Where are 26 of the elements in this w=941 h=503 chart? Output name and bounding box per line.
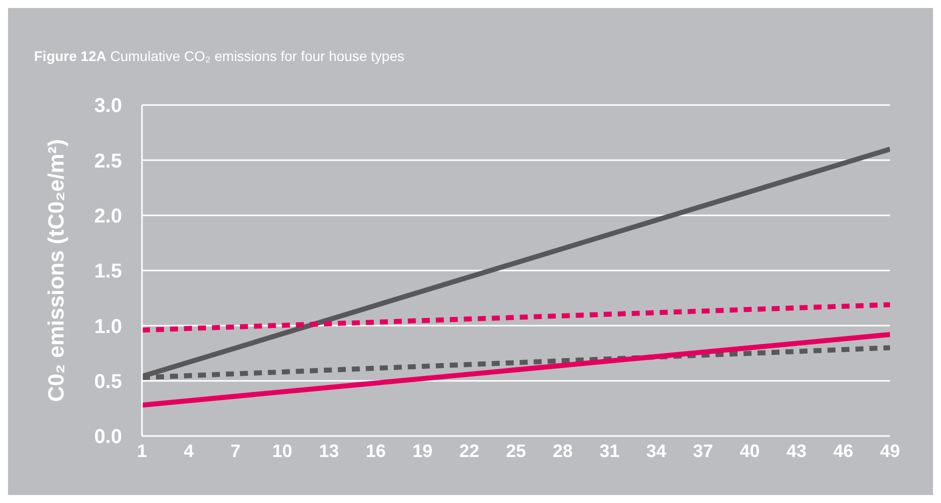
y-tick-label: 3.0	[94, 95, 122, 118]
x-tick-label: 31	[599, 440, 620, 461]
y-tick-label: 2.5	[94, 150, 122, 172]
x-tick-label: 7	[230, 440, 241, 461]
x-tick-label: 43	[786, 440, 807, 461]
x-tick-label: 4	[184, 440, 194, 461]
y-axis-title: C0₂ emissions (tC0₂e/m²)	[44, 139, 68, 402]
x-tick-label: 25	[506, 440, 526, 461]
x-tick-label: 13	[318, 440, 340, 461]
x-tick-label: 1	[136, 440, 148, 461]
y-tick-label: 2.0	[94, 205, 122, 228]
y-tick-label: 1.0	[94, 316, 122, 338]
x-tick-label: 22	[459, 440, 480, 461]
x-tick-label: 37	[692, 440, 714, 461]
x-tick-label: 16	[366, 440, 386, 461]
x-tick-label: 10	[272, 440, 292, 461]
chart-title: Figure 12A Cumulative CO₂ emissions for four house types	[34, 48, 404, 64]
y-tick-label: 1.5	[94, 260, 122, 283]
x-tick-label: 28	[552, 440, 573, 461]
x-tick-label: 34	[646, 440, 666, 461]
y-tick-label: 0.0	[94, 426, 122, 448]
x-tick-label: 46	[833, 440, 854, 461]
y-tick-label: 0.5	[94, 370, 122, 393]
x-tick-label: 40	[740, 440, 760, 461]
x-tick-label: 49	[880, 440, 900, 461]
x-tick-label: 19	[412, 440, 433, 461]
